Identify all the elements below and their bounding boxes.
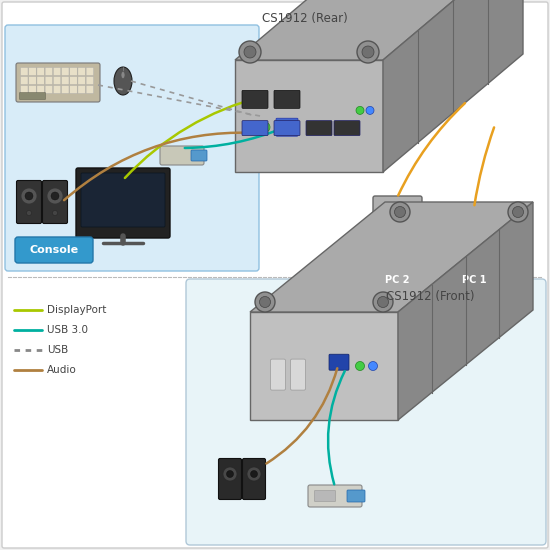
FancyBboxPatch shape [29,76,36,85]
Circle shape [51,192,59,200]
FancyBboxPatch shape [42,180,68,223]
FancyBboxPatch shape [20,85,28,94]
Polygon shape [235,0,523,60]
FancyBboxPatch shape [16,63,100,102]
Circle shape [25,192,33,200]
Circle shape [368,361,377,371]
FancyBboxPatch shape [191,150,207,161]
Circle shape [392,238,402,248]
FancyBboxPatch shape [53,76,61,85]
FancyBboxPatch shape [5,25,259,271]
FancyBboxPatch shape [45,85,53,94]
Text: USB: USB [47,345,68,355]
Circle shape [52,211,58,216]
FancyBboxPatch shape [243,459,266,499]
Circle shape [227,470,234,477]
FancyBboxPatch shape [306,120,332,136]
FancyBboxPatch shape [308,485,362,507]
Circle shape [366,106,374,114]
Circle shape [47,188,63,204]
FancyBboxPatch shape [218,459,241,499]
FancyBboxPatch shape [86,68,94,75]
Circle shape [513,206,524,217]
FancyBboxPatch shape [78,85,85,94]
FancyBboxPatch shape [329,354,349,370]
FancyBboxPatch shape [274,120,300,136]
FancyBboxPatch shape [15,237,93,263]
FancyBboxPatch shape [453,270,495,290]
FancyBboxPatch shape [16,180,41,223]
FancyBboxPatch shape [62,68,69,75]
FancyBboxPatch shape [37,68,45,75]
FancyBboxPatch shape [45,76,53,85]
FancyBboxPatch shape [86,85,94,94]
Text: PC 2: PC 2 [385,275,409,285]
FancyBboxPatch shape [453,206,495,272]
Circle shape [223,467,237,481]
Ellipse shape [114,67,132,95]
Polygon shape [235,60,383,172]
Circle shape [26,211,31,216]
FancyBboxPatch shape [242,90,268,108]
FancyBboxPatch shape [186,279,546,545]
FancyBboxPatch shape [274,90,300,108]
Polygon shape [250,202,533,312]
FancyBboxPatch shape [70,76,77,85]
Text: Audio: Audio [47,365,77,375]
FancyBboxPatch shape [334,120,360,136]
Circle shape [250,470,257,477]
FancyBboxPatch shape [78,76,85,85]
FancyBboxPatch shape [37,85,45,94]
Circle shape [356,106,364,114]
Circle shape [394,206,405,217]
FancyBboxPatch shape [29,68,36,75]
Polygon shape [398,202,533,420]
Text: PC 1: PC 1 [462,275,486,285]
Text: USB 3.0: USB 3.0 [47,325,88,335]
Circle shape [355,361,365,371]
FancyBboxPatch shape [19,92,46,100]
FancyBboxPatch shape [62,85,69,94]
Text: CS1912 (Front): CS1912 (Front) [386,290,474,303]
Polygon shape [250,312,398,420]
FancyBboxPatch shape [81,173,165,227]
FancyBboxPatch shape [37,76,45,85]
FancyBboxPatch shape [242,120,268,136]
FancyBboxPatch shape [290,359,305,390]
FancyBboxPatch shape [45,68,53,75]
Circle shape [508,202,528,222]
FancyBboxPatch shape [347,490,365,502]
Circle shape [239,41,261,63]
Circle shape [260,296,271,307]
FancyBboxPatch shape [86,76,94,85]
Circle shape [362,46,374,58]
Circle shape [390,202,410,222]
FancyBboxPatch shape [29,85,36,94]
FancyBboxPatch shape [70,68,77,75]
FancyBboxPatch shape [373,270,422,290]
Circle shape [470,249,478,257]
FancyBboxPatch shape [20,68,28,75]
FancyBboxPatch shape [53,85,61,94]
FancyBboxPatch shape [70,85,77,94]
Text: CS1912 (Rear): CS1912 (Rear) [262,12,348,25]
Circle shape [255,292,275,312]
FancyBboxPatch shape [160,146,204,165]
Circle shape [357,41,379,63]
FancyBboxPatch shape [271,359,285,390]
FancyBboxPatch shape [20,76,28,85]
Circle shape [377,296,388,307]
FancyBboxPatch shape [53,68,61,75]
Circle shape [247,467,261,481]
FancyBboxPatch shape [373,196,422,272]
Ellipse shape [121,72,125,79]
Text: DisplayPort: DisplayPort [47,305,106,315]
Text: Console: Console [30,245,79,255]
Circle shape [260,122,270,132]
FancyBboxPatch shape [315,491,336,502]
FancyBboxPatch shape [62,76,69,85]
Circle shape [21,188,37,204]
Polygon shape [383,0,523,172]
FancyBboxPatch shape [78,68,85,75]
